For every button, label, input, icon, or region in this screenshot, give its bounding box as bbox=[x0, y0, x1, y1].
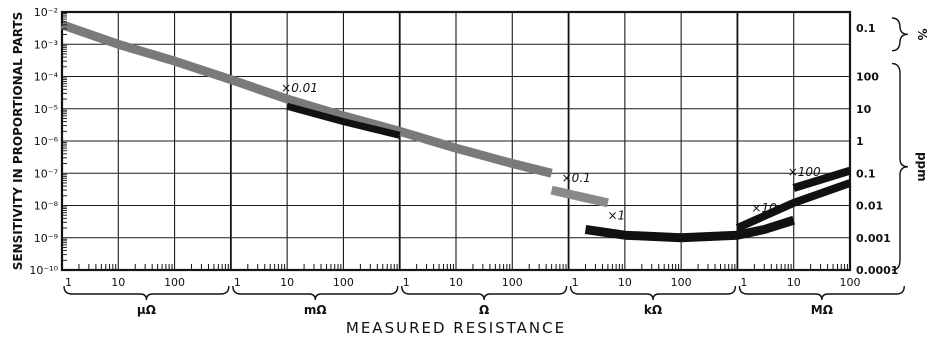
x-tick-label: 1 bbox=[403, 276, 410, 289]
x-tick-label: 10 bbox=[618, 276, 632, 289]
percent-brace bbox=[891, 17, 909, 52]
x-tick-label: 100 bbox=[840, 276, 861, 289]
x-axis-title: MEASURED RESISTANCE bbox=[346, 319, 566, 337]
right-tick-label: 10 bbox=[856, 103, 872, 116]
series-line bbox=[792, 166, 852, 192]
y-tick-label: 10⁻⁹ bbox=[34, 232, 58, 245]
y-tick-label: 10⁻⁴ bbox=[34, 71, 59, 84]
right-tick-label: 0.0001 bbox=[856, 264, 898, 277]
percent-unit-label: % bbox=[915, 28, 929, 40]
x-tick-label: 1 bbox=[234, 276, 241, 289]
right-tick-label: 0.1 bbox=[856, 167, 876, 180]
x-tick-label: 10 bbox=[787, 276, 801, 289]
decade-group-bracket bbox=[401, 285, 568, 301]
multiplier-label: ×0.1 bbox=[562, 171, 591, 185]
decade-group-bracket bbox=[569, 285, 737, 301]
axis-layer: 10⁻² 10⁻³ 10⁻⁴ 10⁻⁵ 10⁻⁶ 10⁻⁷ 10⁻⁸ 10⁻⁹ 10⁻¹⁰ 0.1… bbox=[29, 6, 909, 301]
y-tick-label: 10⁻⁷ bbox=[34, 167, 58, 180]
series-line bbox=[735, 179, 852, 232]
decade-group-unit-label: MΩ bbox=[811, 303, 833, 317]
x-tick-label: 10 bbox=[449, 276, 463, 289]
x-tick-label: 1 bbox=[572, 276, 579, 289]
decade-group-unit-label: μΩ bbox=[137, 303, 156, 317]
y-tick-label: 10⁻² bbox=[34, 6, 58, 19]
multiplier-label: ×10 bbox=[751, 201, 777, 215]
ppm-unit-label: ppm bbox=[915, 152, 929, 182]
decade-group-unit-label: kΩ bbox=[644, 303, 662, 317]
multiplier-label: ×0.01 bbox=[281, 81, 318, 95]
series-line bbox=[550, 185, 609, 208]
y-tick-label: 10⁻³ bbox=[34, 38, 58, 51]
right-tick-label: 0.1 bbox=[856, 22, 876, 35]
series-line bbox=[60, 20, 553, 178]
series-layer bbox=[60, 20, 852, 243]
right-tick-label: 0.01 bbox=[856, 200, 883, 213]
series-line bbox=[286, 102, 401, 139]
y-tick-label: 10⁻⁵ bbox=[34, 103, 58, 116]
x-tick-label: 100 bbox=[502, 276, 523, 289]
y-tick-label: 10⁻⁶ bbox=[34, 135, 59, 148]
series-line bbox=[584, 215, 796, 243]
y-tick-label: 10⁻¹⁰ bbox=[29, 264, 58, 277]
decade-group-bracket bbox=[738, 285, 905, 301]
y-tick-label: 10⁻⁸ bbox=[34, 200, 59, 213]
y-axis-title: SENSITIVITY IN PROPORTIONAL PARTS bbox=[11, 12, 25, 271]
multiplier-label: ×100 bbox=[788, 165, 821, 179]
x-tick-label: 10 bbox=[111, 276, 125, 289]
grid-layer bbox=[60, 10, 852, 272]
right-tick-label: 100 bbox=[856, 71, 879, 84]
decade-group-unit-label: Ω bbox=[479, 303, 489, 317]
x-tick-label: 100 bbox=[164, 276, 185, 289]
decade-group-unit-label: mΩ bbox=[304, 303, 327, 317]
multiplier-label: ×1 bbox=[608, 209, 626, 223]
x-tick-label: 1 bbox=[65, 276, 72, 289]
ppm-brace bbox=[891, 62, 909, 271]
x-tick-label: 10 bbox=[280, 276, 294, 289]
right-tick-label: 1 bbox=[856, 135, 864, 148]
x-tick-label: 1 bbox=[740, 276, 747, 289]
right-tick-label: 0.001 bbox=[856, 232, 891, 245]
x-tick-label: 100 bbox=[333, 276, 354, 289]
decade-group-bracket bbox=[232, 285, 399, 301]
decade-group-bracket bbox=[63, 285, 230, 301]
x-tick-label: 100 bbox=[671, 276, 692, 289]
